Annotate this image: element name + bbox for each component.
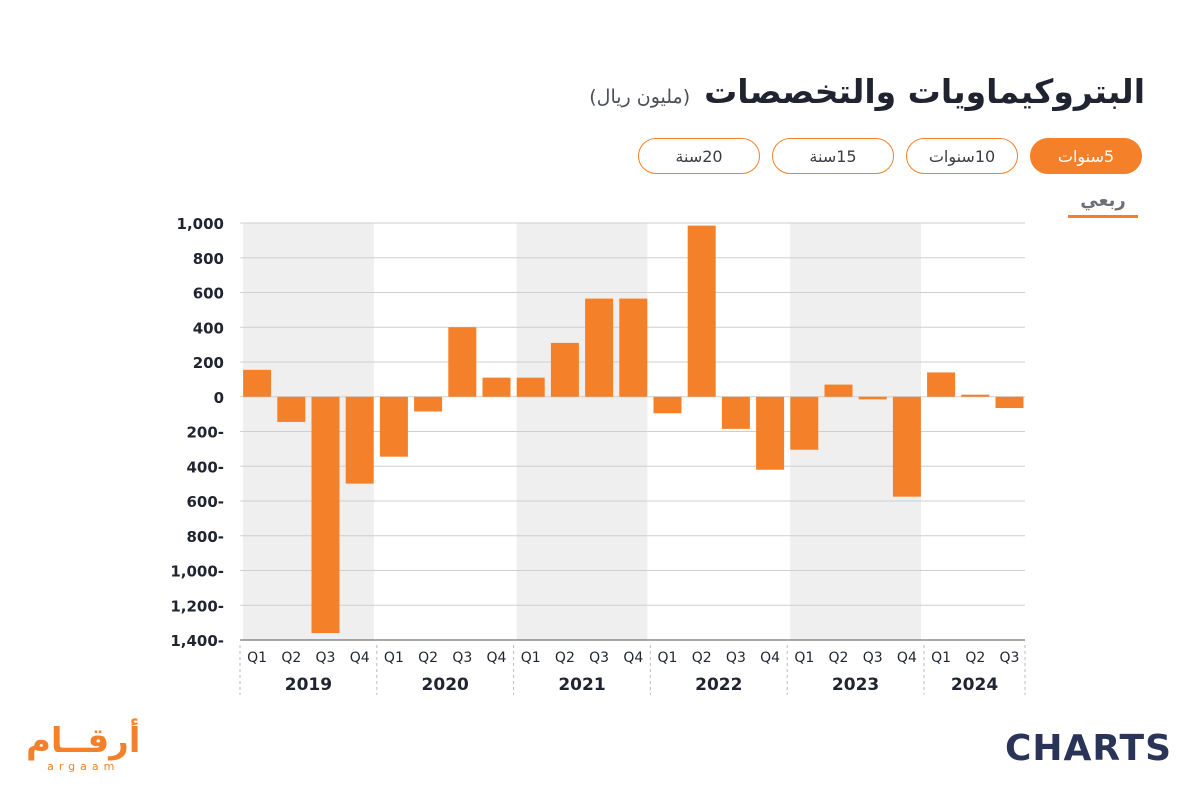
bar	[687, 225, 716, 397]
year-label: 2021	[558, 675, 605, 695]
year-label: 2022	[695, 675, 742, 695]
bar	[653, 396, 682, 414]
charts-logo: CHARTS	[1005, 728, 1172, 769]
bar	[448, 327, 477, 397]
quarter-label: Q2	[965, 650, 985, 666]
quarter-label: Q2	[281, 650, 301, 666]
quarter-label: Q3	[726, 650, 746, 666]
y-tick-label: 1,000	[177, 215, 224, 233]
y-tick-label: 200	[193, 354, 224, 372]
bar	[721, 396, 750, 429]
y-tick-label: 800	[193, 250, 224, 268]
y-tick-label: 1,200-	[170, 597, 224, 615]
frequency-underline	[1068, 215, 1138, 218]
bar	[243, 369, 272, 397]
quarter-label: Q1	[658, 650, 678, 666]
bar	[550, 342, 579, 397]
quarter-label: Q1	[247, 650, 267, 666]
quarter-label: Q2	[829, 650, 849, 666]
frequency-label: ربعي	[1080, 190, 1126, 211]
bar	[892, 396, 921, 497]
quarter-label: Q3	[1000, 650, 1020, 666]
chart-header: البتروكيماويات والتخصصات (مليون ريال)	[589, 72, 1145, 111]
year-label: 2023	[832, 675, 879, 695]
y-tick-label: 200-	[186, 424, 224, 442]
bar	[927, 372, 956, 397]
quarter-label: Q3	[589, 650, 609, 666]
bar	[379, 396, 408, 457]
year-label: 2019	[285, 675, 332, 695]
bar	[516, 377, 545, 397]
tab-10-years[interactable]: 10سنوات	[906, 138, 1018, 174]
quarter-label: Q2	[692, 650, 712, 666]
quarter-label: Q1	[794, 650, 814, 666]
quarter-label: Q3	[316, 650, 336, 666]
quarter-label: Q1	[521, 650, 541, 666]
argaam-logo-latin: argaam	[47, 760, 120, 773]
y-tick-label: 600-	[186, 493, 224, 511]
y-tick-label: 400-	[186, 458, 224, 476]
bar	[345, 396, 374, 484]
bar	[824, 384, 853, 397]
bar	[858, 396, 887, 400]
frequency-tab-quarterly[interactable]: ربعي	[1068, 190, 1138, 218]
argaam-logo: أرقــام argaam	[26, 722, 140, 773]
bar	[619, 298, 648, 397]
quarter-label: Q1	[931, 650, 951, 666]
bar	[995, 396, 1024, 409]
bar	[277, 396, 306, 422]
quarter-label: Q2	[555, 650, 575, 666]
y-tick-label: 1,000-	[170, 563, 224, 581]
bar	[756, 396, 785, 470]
y-tick-label: 600	[193, 285, 224, 303]
chart-title: البتروكيماويات والتخصصات	[704, 72, 1145, 111]
y-tick-label: 0	[214, 389, 224, 407]
tab-20-years[interactable]: 20سنة	[638, 138, 760, 174]
bar	[790, 396, 819, 450]
quarter-label: Q4	[487, 650, 507, 666]
bar	[482, 377, 511, 397]
bar	[311, 396, 340, 634]
bar	[414, 396, 443, 412]
quarter-label: Q3	[452, 650, 472, 666]
quarter-label: Q4	[623, 650, 643, 666]
quarter-label: Q1	[384, 650, 404, 666]
quarter-label: Q2	[418, 650, 438, 666]
tab-5-years[interactable]: 5سنوات	[1030, 138, 1142, 174]
quarter-label: Q4	[760, 650, 780, 666]
quarter-label: Q4	[350, 650, 370, 666]
argaam-logo-arabic: أرقــام	[26, 721, 141, 761]
year-label: 2024	[951, 675, 998, 695]
year-label: 2020	[422, 675, 469, 695]
tab-15-years[interactable]: 15سنة	[772, 138, 894, 174]
y-tick-label: 1,400-	[170, 632, 224, 650]
bar	[961, 394, 990, 397]
y-tick-label: 400	[193, 319, 224, 337]
bar	[585, 298, 614, 397]
unit-label: (مليون ريال)	[589, 86, 691, 108]
y-tick-label: 800-	[186, 528, 224, 546]
quarter-label: Q4	[897, 650, 917, 666]
period-tabs: 5سنوات 10سنوات 15سنة 20سنة	[638, 138, 1142, 174]
quarter-label: Q3	[863, 650, 883, 666]
